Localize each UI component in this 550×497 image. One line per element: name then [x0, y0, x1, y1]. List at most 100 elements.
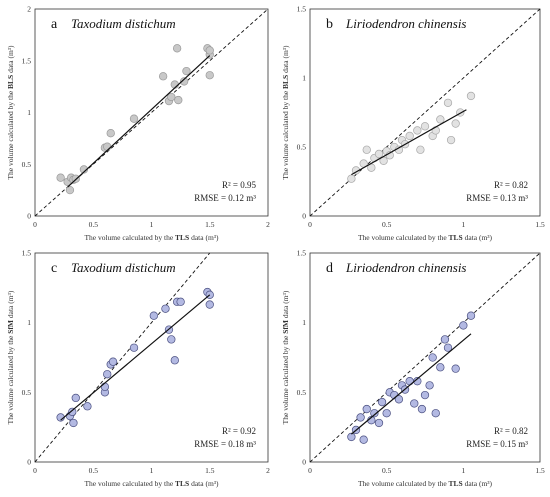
y-axis-label: The volume calculated by the SfM data (m…	[6, 290, 15, 424]
panel-title: Taxodium distichum	[71, 260, 176, 275]
data-point	[205, 46, 214, 55]
panel-d: 0 0.5 1 1.5 0 0.5 1 1.5 The volume calculated by…	[281, 249, 545, 489]
x-axis-label-bold: TLS	[175, 479, 189, 488]
data-point	[205, 300, 214, 309]
y-axis-label: The volume calculated by the BLS data (m…	[6, 45, 15, 180]
data-point	[71, 393, 80, 403]
y-axis-label-post: data (m³)	[6, 290, 15, 320]
x-tick-label: 2	[266, 220, 270, 229]
y-axis-label: The volume calculated by the BLS data (m…	[281, 45, 290, 180]
data-point	[149, 311, 158, 320]
x-tick-label: 0	[308, 220, 312, 229]
y-tick-label: 1	[302, 318, 306, 327]
data-point	[362, 404, 371, 414]
data-point	[108, 357, 118, 366]
data-point	[459, 321, 468, 330]
x-tick-label: 1	[150, 466, 154, 475]
data-point	[161, 304, 170, 313]
y-axis-label-pre: The volume calculated by the	[6, 334, 15, 425]
y-tick-label: 0	[302, 212, 306, 221]
x-tick-label: 0	[33, 220, 37, 229]
x-tick-label: 1.5	[205, 220, 215, 229]
x-axis-label: The volume calculated by the TLS data (m…	[358, 479, 493, 488]
x-tick-label: 0.5	[382, 220, 392, 229]
data-point	[440, 335, 450, 344]
x-tick-label: 1.5	[205, 466, 215, 475]
y-axis-label-post: data (m³)	[281, 290, 290, 320]
plot-frame	[309, 252, 541, 463]
regression-line	[351, 333, 472, 435]
data-point	[431, 409, 440, 418]
data-point	[103, 370, 112, 379]
data-point	[420, 122, 430, 131]
y-tick-label: 0.5	[22, 388, 32, 397]
rmse-label: RMSE = 0.13 m³	[466, 193, 528, 203]
y-tick-label: 1	[27, 318, 31, 327]
x-axis-label: The volume calculated by the TLS data (m…	[358, 233, 493, 242]
regression-line	[60, 294, 211, 421]
data-point	[359, 435, 368, 444]
data-point	[176, 297, 185, 306]
data-point	[436, 363, 445, 372]
data-point	[174, 95, 183, 105]
rmse-label: RMSE = 0.18 m³	[194, 439, 256, 449]
y-tick-label: 0	[302, 458, 306, 467]
data-point	[129, 343, 139, 352]
x-axis-label-bold: TLS	[175, 233, 189, 242]
data-point	[413, 126, 422, 135]
data-point	[205, 71, 214, 80]
x-axis-label-post: data (m³)	[463, 479, 493, 488]
data-point	[356, 413, 365, 422]
y-tick-label: 2	[27, 5, 31, 14]
data-point	[347, 432, 356, 442]
data-point	[69, 418, 78, 428]
data-point	[417, 404, 427, 414]
y-axis-label-pre: The volume calculated by the	[281, 89, 290, 180]
reference-line-1to1	[309, 252, 541, 463]
data-point	[374, 418, 384, 428]
data-point	[370, 409, 379, 418]
y-axis-label-bold: BLS	[6, 75, 15, 89]
y-axis-label: The volume calculated by the SfM data (m…	[281, 290, 290, 424]
data-point	[451, 119, 460, 128]
x-tick-label: 1.5	[535, 220, 545, 229]
x-tick-label: 0.5	[89, 466, 99, 475]
y-tick-label: 1	[302, 74, 306, 83]
y-tick-label: 1	[27, 108, 31, 117]
panel-letter: b	[326, 17, 333, 32]
r-squared-label: R² = 0.82	[494, 426, 528, 436]
y-tick-label: 0	[27, 212, 31, 221]
reference-line-1to1	[34, 8, 269, 217]
panel-c: 0 0.5 1 1.5 2 0 0.5 1 1.5 The volume calculated b…	[6, 249, 270, 489]
data-point	[362, 145, 371, 154]
x-tick-label: 0	[308, 466, 312, 475]
panel-letter: a	[51, 17, 58, 32]
y-axis-label-bold: BLS	[281, 75, 290, 89]
data-point	[347, 174, 356, 183]
data-point	[443, 343, 453, 352]
y-axis-label-bold: SfM	[6, 320, 15, 334]
data-point	[65, 185, 75, 195]
panel-title: Liriodendron chinensis	[345, 16, 467, 31]
y-tick-label: 0.5	[297, 143, 307, 152]
data-point	[413, 377, 422, 386]
x-tick-label: 1	[461, 220, 465, 229]
data-point	[129, 114, 139, 123]
x-tick-label: 1	[461, 466, 465, 475]
data-point	[466, 91, 476, 101]
data-point	[377, 397, 387, 407]
data-point	[374, 149, 384, 159]
data-point	[103, 142, 112, 151]
data-point	[436, 115, 445, 124]
x-axis-label-post: data (m³)	[189, 479, 219, 488]
y-tick-label: 1.5	[22, 249, 32, 258]
y-axis-label-bold: SfM	[281, 320, 290, 334]
x-tick-label: 0.5	[382, 466, 392, 475]
panel-b: 0 0.5 1 1.5 0 0.5 1 1.5 The volume calculated by…	[281, 5, 545, 243]
regression-line	[67, 55, 211, 188]
y-tick-label: 1.5	[297, 249, 307, 258]
y-tick-label: 1.5	[297, 5, 307, 14]
plot-frame	[34, 252, 269, 463]
x-axis-label: The volume calculated by the TLS data (m…	[84, 479, 219, 488]
data-point	[106, 129, 115, 138]
